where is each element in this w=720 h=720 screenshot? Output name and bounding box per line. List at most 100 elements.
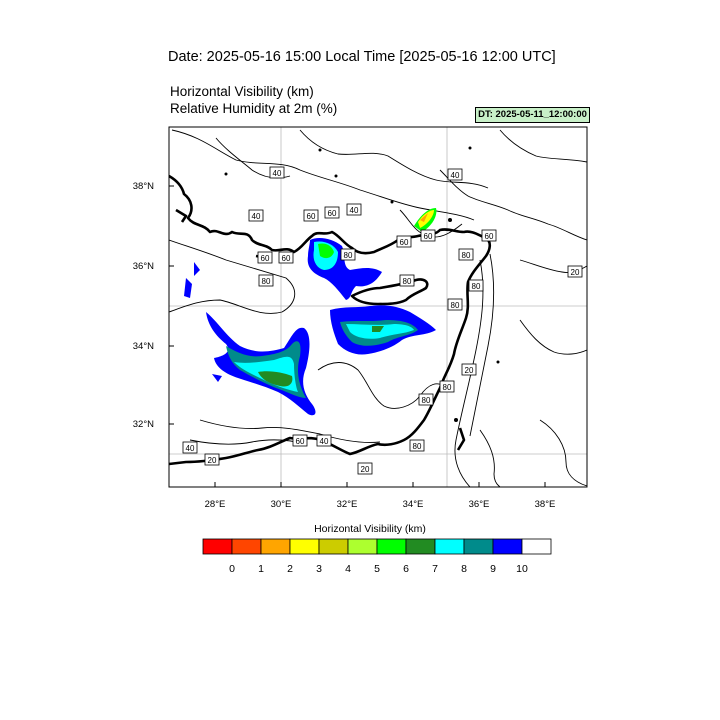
colorbar-tick-label: 0	[229, 563, 235, 575]
svg-text:60: 60	[485, 232, 494, 241]
humidity-contours	[169, 129, 587, 487]
colorbar-tick-label: 4	[345, 563, 351, 575]
colorbar-swatch	[202, 538, 233, 555]
svg-text:40: 40	[273, 169, 282, 178]
contour-label: 40	[346, 203, 362, 216]
colorbar-swatch	[289, 538, 320, 555]
contour-label: 40	[269, 166, 285, 179]
svg-text:80: 80	[403, 277, 412, 286]
contour-label: 80	[439, 380, 455, 393]
colorbar-swatch	[521, 538, 552, 555]
contour-label: 60	[303, 209, 319, 222]
colorbar-swatch	[434, 538, 465, 555]
colorbar	[202, 538, 552, 555]
svg-text:80: 80	[262, 277, 271, 286]
svg-text:60: 60	[261, 254, 270, 263]
lon-label: 28°E	[205, 499, 226, 510]
contour-label: 20	[567, 265, 583, 278]
contour-label: 40	[316, 434, 332, 447]
lon-label: 38°E	[535, 499, 556, 510]
lon-label: 36°E	[469, 499, 490, 510]
svg-text:40: 40	[252, 212, 261, 221]
island-dots	[224, 146, 500, 422]
colorbar-swatch	[347, 538, 378, 555]
lat-label: 32°N	[133, 419, 154, 430]
map-title: Date: 2025-05-16 15:00 Local Time [2025-…	[168, 49, 556, 65]
contour-label: 40	[248, 209, 264, 222]
svg-text:60: 60	[424, 232, 433, 241]
lat-label: 36°N	[133, 261, 154, 272]
visibility-zone-central	[307, 238, 436, 355]
svg-text:80: 80	[443, 383, 452, 392]
field-label-humidity: Relative Humidity at 2m (%)	[170, 101, 338, 116]
lon-label: 30°E	[271, 499, 292, 510]
contour-label: 80	[340, 248, 356, 261]
colorbar-tick-label: 10	[516, 563, 528, 575]
contour-label: 60	[324, 206, 340, 219]
colorbar-swatch	[492, 538, 523, 555]
contour-label: 80	[418, 393, 434, 406]
svg-text:40: 40	[451, 171, 460, 180]
colorbar-tick-label: 1	[258, 563, 264, 575]
contour-label: 40	[182, 441, 198, 454]
svg-text:60: 60	[307, 212, 316, 221]
svg-text:20: 20	[361, 465, 370, 474]
colorbar-swatch	[463, 538, 494, 555]
colorbar-tick-label: 7	[432, 563, 438, 575]
contour-label: 60	[292, 434, 308, 447]
dt-badge: DT: 2025-05-11_12:00:00	[475, 107, 590, 123]
svg-text:60: 60	[282, 254, 291, 263]
contour-label: 60	[278, 251, 294, 264]
colorbar-tick-label: 3	[316, 563, 322, 575]
contour-label: 60	[396, 235, 412, 248]
lon-label: 32°E	[337, 499, 358, 510]
map-plot-area: 40 40 40 60 60 60 80 80 60 80 60 80 40 60 80 80 20 20 80 80…	[169, 127, 587, 487]
svg-text:20: 20	[465, 366, 474, 375]
coastlines	[169, 174, 492, 466]
field-label-visibility: Horizontal Visibility (km)	[170, 84, 314, 99]
lon-label: 34°E	[403, 499, 424, 510]
svg-text:80: 80	[472, 282, 481, 291]
contour-label: 80	[447, 298, 463, 311]
colorbar-swatch	[318, 538, 349, 555]
svg-text:60: 60	[296, 437, 305, 446]
colorbar-tick-label: 2	[287, 563, 293, 575]
contour-label: 40	[447, 168, 463, 181]
visibility-feature-northeast	[414, 208, 437, 232]
contour-label: 60	[420, 229, 436, 242]
contour-label: 80	[399, 274, 415, 287]
svg-text:80: 80	[344, 251, 353, 260]
contour-label: 80	[458, 248, 474, 261]
contour-label: 80	[468, 279, 484, 292]
svg-text:80: 80	[413, 442, 422, 451]
colorbar-tick-label: 6	[403, 563, 409, 575]
colorbar-swatch	[231, 538, 262, 555]
lat-label: 34°N	[133, 341, 154, 352]
colorbar-swatch	[376, 538, 407, 555]
svg-text:80: 80	[462, 251, 471, 260]
map-frame	[168, 126, 588, 488]
svg-text:60: 60	[328, 209, 337, 218]
axis-ticks	[169, 185, 546, 487]
svg-text:40: 40	[350, 206, 359, 215]
longitude-labels: 28°E 30°E 32°E 34°E 36°E 38°E	[205, 499, 556, 510]
contour-label: 20	[357, 462, 373, 475]
contour-label: 60	[257, 251, 273, 264]
latitude-labels: 38°N 36°N 34°N 32°N	[133, 181, 154, 430]
contour-labels: 40 40 40 60 60 60 80 80 60 80 60 80 40 60 80 80 20 20 80 80…	[182, 166, 583, 475]
contour-label: 80	[409, 439, 425, 452]
contour-label: 20	[204, 453, 220, 466]
svg-text:20: 20	[571, 268, 580, 277]
colorbar-title: Horizontal Visibility (km)	[314, 523, 426, 535]
colorbar-swatch	[260, 538, 291, 555]
colorbar-tick-label: 8	[461, 563, 467, 575]
colorbar-swatch	[405, 538, 436, 555]
svg-text:40: 40	[186, 444, 195, 453]
lat-label: 38°N	[133, 181, 154, 192]
contour-label: 80	[258, 274, 274, 287]
contour-label: 60	[481, 229, 497, 242]
contour-label: 20	[461, 363, 477, 376]
svg-text:60: 60	[400, 238, 409, 247]
colorbar-tick-label: 5	[374, 563, 380, 575]
